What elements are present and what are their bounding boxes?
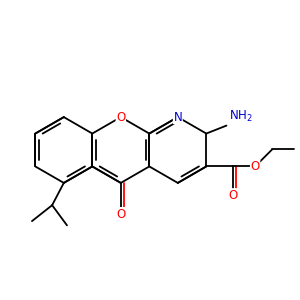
Text: NH$_2$: NH$_2$ bbox=[229, 109, 252, 124]
Text: O: O bbox=[116, 111, 125, 124]
Text: N: N bbox=[173, 111, 182, 124]
Text: O: O bbox=[250, 160, 260, 173]
Text: O: O bbox=[228, 189, 238, 202]
Text: O: O bbox=[116, 208, 125, 220]
